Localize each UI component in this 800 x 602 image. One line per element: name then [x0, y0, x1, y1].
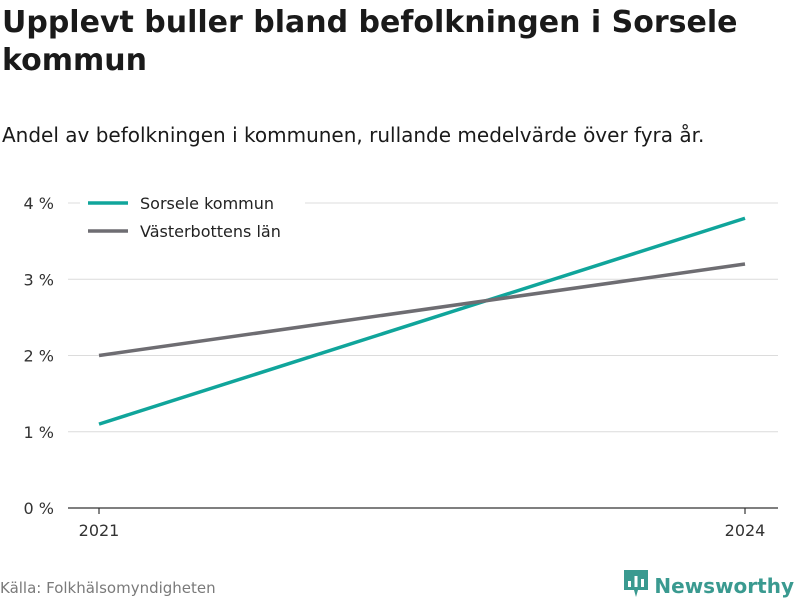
source-note: Källa: Folkhälsomyndigheten [0, 579, 216, 597]
series-line [98, 216, 746, 426]
legend: Sorsele kommun Västerbottens län [80, 189, 305, 247]
y-tick-label: 3 % [24, 270, 54, 289]
series-lines [98, 216, 746, 426]
x-axis: 2021 2024 [68, 507, 778, 540]
y-tick-label: 1 % [24, 423, 54, 442]
y-tick-label: 0 % [24, 499, 54, 518]
legend-label: Västerbottens län [140, 222, 281, 241]
series-line [98, 262, 746, 358]
x-tick-label: 2021 [79, 521, 120, 540]
legend-background [80, 189, 305, 247]
y-axis: 0 % 1 % 2 % 3 % 4 % [24, 194, 54, 518]
x-tick-label: 2024 [725, 521, 766, 540]
line-chart: 0 % 1 % 2 % 3 % 4 % 2021 2024 Sorsele kommun V… [24, 189, 778, 540]
chart-title: Upplevt buller bland befolkningen i Sors… [2, 5, 738, 78]
chart-subtitle: Andel av befolkningen i kommunen, rullan… [2, 123, 705, 147]
brand-logo: Newsworthy [624, 570, 794, 602]
y-tick-label: 4 % [24, 194, 54, 213]
y-tick-label: 2 % [24, 347, 54, 366]
newsworthy-logo-icon [624, 570, 649, 602]
brand-name: Newsworthy [654, 574, 794, 598]
legend-label: Sorsele kommun [140, 194, 274, 213]
